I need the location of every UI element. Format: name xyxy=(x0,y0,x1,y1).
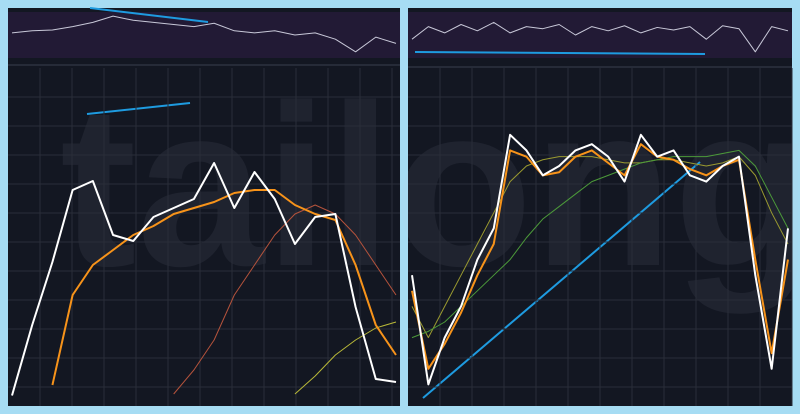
panel xyxy=(8,8,400,406)
watermark: tailong xyxy=(60,57,800,314)
series-line xyxy=(411,156,789,339)
oscillator-line xyxy=(11,15,397,53)
series-line xyxy=(294,321,397,395)
drawings xyxy=(86,7,706,399)
trend-drawing xyxy=(89,7,209,23)
series-line xyxy=(173,204,397,395)
trend-drawing xyxy=(422,161,701,399)
oscillator-line xyxy=(411,21,789,53)
series-line xyxy=(411,133,789,386)
oscillator-pane xyxy=(8,12,400,58)
series-line xyxy=(411,149,789,339)
trend-drawing xyxy=(414,51,706,55)
series-line xyxy=(11,162,397,396)
oscillator-pane xyxy=(408,12,792,58)
